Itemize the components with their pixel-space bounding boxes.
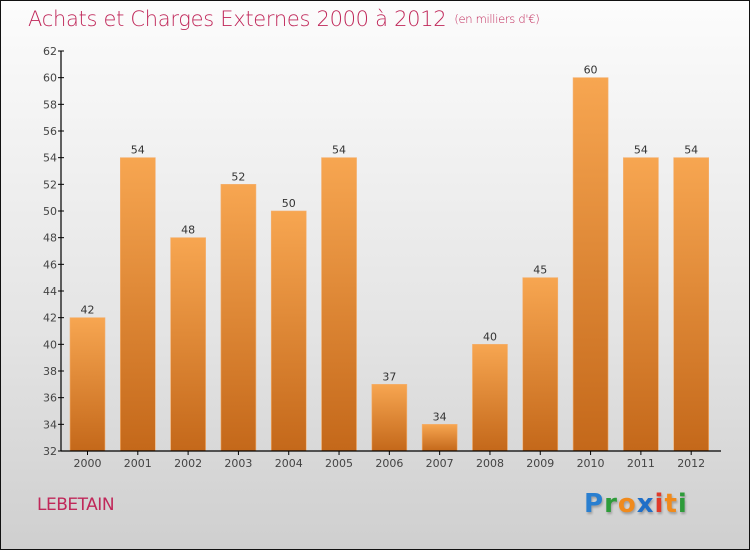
value-label-2003: 52 [231, 170, 245, 183]
x-tick-label-2000: 2000 [74, 457, 102, 470]
x-tick-label-2008: 2008 [476, 457, 504, 470]
value-label-2008: 40 [483, 330, 497, 343]
logo-letter: r [604, 489, 618, 519]
y-tick-label-54: 54 [43, 152, 57, 165]
y-tick-label-38: 38 [43, 365, 57, 378]
y-tick-label-48: 48 [43, 232, 57, 245]
y-tick-label-60: 60 [43, 72, 57, 85]
x-tick-label-2006: 2006 [375, 457, 403, 470]
logo-letter: P [584, 489, 605, 519]
value-label-2007: 34 [433, 410, 447, 423]
value-label-2011: 54 [634, 144, 648, 157]
value-label-2005: 54 [332, 144, 346, 157]
y-tick-label-52: 52 [43, 178, 57, 191]
value-label-2001: 54 [131, 144, 145, 157]
x-tick-label-2003: 2003 [224, 457, 252, 470]
logo-letter: o [617, 489, 637, 519]
bar-2007 [421, 424, 458, 452]
x-tick-label-2009: 2009 [526, 457, 554, 470]
logo-letter: t [664, 489, 678, 519]
value-label-2006: 37 [382, 370, 396, 383]
x-tick-label-2007: 2007 [426, 457, 454, 470]
bar-2009 [522, 277, 559, 452]
value-label-2000: 42 [81, 304, 95, 317]
bar-2001 [120, 157, 156, 452]
chart-title-text: Achats et Charges Externes 2000 à 2012 [28, 7, 447, 31]
bar-2010 [572, 77, 609, 452]
x-tick-label-2011: 2011 [627, 457, 655, 470]
bar-2002 [170, 237, 206, 452]
town-name: LEBETAIN [37, 495, 115, 515]
bar-2011 [623, 157, 659, 452]
x-tick-label-2002: 2002 [174, 457, 202, 470]
y-tick-label-42: 42 [43, 312, 57, 325]
logo-letter: i [677, 489, 688, 519]
x-tick-label-2005: 2005 [325, 457, 353, 470]
bar-2012 [673, 157, 709, 452]
y-tick-label-44: 44 [43, 285, 57, 298]
value-label-2004: 50 [282, 197, 296, 210]
bar-2006 [371, 384, 408, 452]
value-label-2002: 48 [181, 224, 195, 237]
value-label-2009: 45 [533, 264, 547, 277]
value-label-2010: 60 [584, 64, 598, 77]
chart-title: Achats et Charges Externes 2000 à 2012 (e… [28, 7, 540, 31]
x-tick-label-2010: 2010 [577, 457, 605, 470]
y-tick-label-50: 50 [43, 205, 57, 218]
y-tick-label-32: 32 [43, 445, 57, 458]
chart-subtitle: (en milliers d'€) [454, 12, 540, 26]
logo-letter: i [654, 489, 665, 519]
bar-2004 [270, 210, 307, 452]
x-tick-label-2004: 2004 [275, 457, 303, 470]
proxiti-logo: Proxiti [584, 489, 688, 519]
logo-letter: x [636, 489, 655, 519]
y-tick-label-34: 34 [43, 418, 57, 431]
value-label-2012: 54 [684, 144, 698, 157]
bar-2000 [69, 317, 106, 452]
y-tick-label-46: 46 [43, 258, 57, 271]
y-tick-label-58: 58 [43, 98, 57, 111]
bar-2005 [321, 157, 357, 452]
x-tick-label-2012: 2012 [677, 457, 705, 470]
y-tick-label-56: 56 [43, 125, 57, 138]
bar-2003 [220, 184, 257, 452]
y-tick-label-40: 40 [43, 338, 57, 351]
y-tick-label-62: 62 [43, 45, 57, 58]
x-tick-label-2001: 2001 [124, 457, 152, 470]
y-tick-label-36: 36 [43, 392, 57, 405]
bar-2008 [472, 344, 508, 452]
